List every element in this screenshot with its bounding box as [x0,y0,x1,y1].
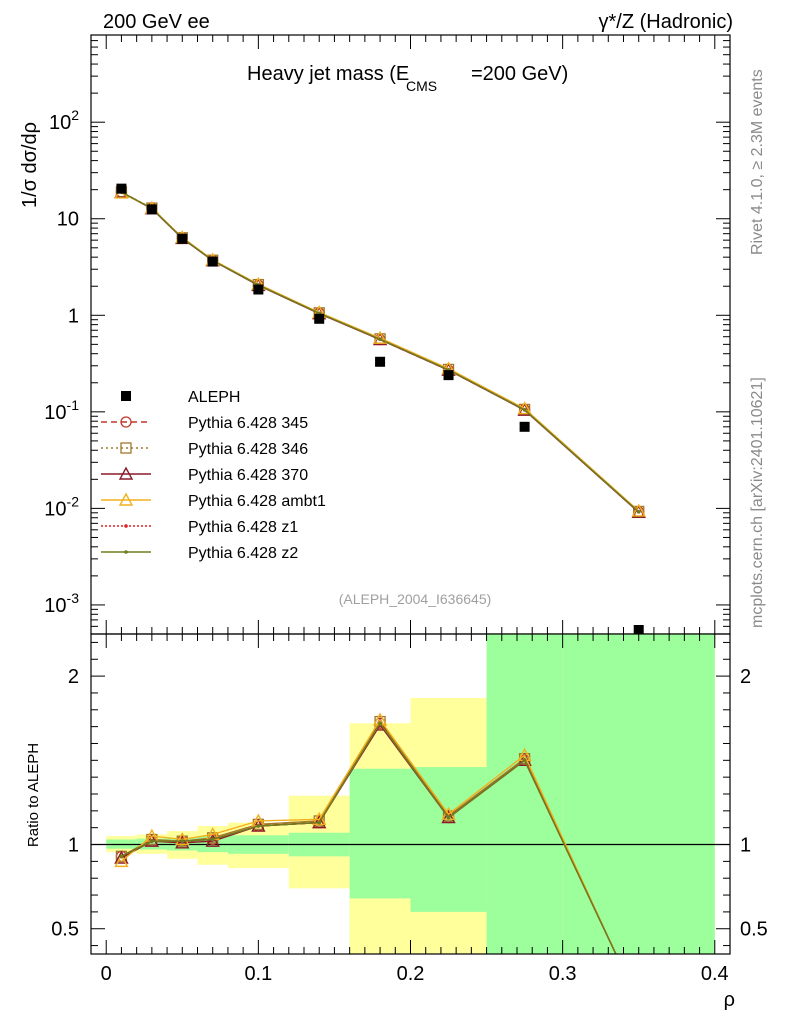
rivet-label: Rivet 4.1.0, ≥ 2.3M events [749,69,766,255]
ratio-line-ambt1 [120,718,617,955]
main-ytick-label: 102 [49,107,79,134]
legend: ALEPH Pythia 6.428 345 Pythia 6.428 346 Pyt… [101,389,326,562]
ratio-xtick-label: 0 [101,963,112,985]
ratio-xlabel: ρ [724,989,735,1011]
ratio-panel: 0.5 0.5 1 1 2 2 0 0.1 0.2 0.3 0.4 Ratio to ALEPH ρ [25,633,768,1011]
main-line-z2 [121,191,640,513]
band-stat [486,634,563,954]
main-marker-z2 [636,510,641,514]
main-ylabel: 1/σ dσ/dρ [19,122,41,208]
ratio-marker-p370 [205,833,220,847]
main-marker-p370 [517,402,532,416]
legend-label-z1: Pythia 6.428 z1 [188,519,298,536]
title-main: Heavy jet mass (E [247,63,409,85]
aleph-point [116,183,127,194]
legend-marker-z2 [124,550,128,554]
ratio-xtick-label: 0.4 [701,963,729,985]
main-ytick-label: 10 [57,209,79,231]
legend-marker-p370 [118,466,134,480]
ratio-line-z2 [121,722,617,955]
legend-label-z2: Pythia 6.428 z2 [188,545,298,562]
ratio-frame [90,633,731,955]
ratio-ytick-label-right: 2 [740,666,751,688]
aleph-point [177,233,188,244]
ratio-xtick-label: 0.2 [397,963,425,985]
band-syst-low [410,911,487,954]
ratio-marker-z2 [210,837,215,842]
legend-label-p370: Pythia 6.428 370 [188,467,308,484]
ratio-marker-p370 [114,850,129,864]
ratio-ytick-label-left: 0.5 [51,919,79,941]
legend-marker-ambt1 [118,492,134,506]
title-sub: CMS [406,78,437,94]
main-frame [90,34,731,635]
aleph-point [443,370,454,381]
legend-marker-p345 [120,416,132,428]
main-ytick-label: 10-1 [44,397,79,424]
aleph-point [253,284,264,295]
main-panel: Heavy jet mass (E CMS =200 GeV) 1/σ dσ/d… [19,34,731,636]
main-line-p345 [121,191,640,513]
ratio-marker-z2 [317,820,322,825]
main-line-p346 [121,191,640,512]
legend-marker-z1 [124,524,128,528]
ratio-marker-z2 [256,824,261,828]
ratio-marker-z2 [378,721,382,726]
main-line-ambt1 [121,192,640,512]
ratio-marker-z2 [446,815,451,820]
main-line-p370 [121,191,640,513]
legend-marker-aleph [121,391,131,401]
ratio-xtick-label: 0.1 [244,963,272,985]
legend-label-p346: Pythia 6.428 346 [188,441,308,458]
ratio-line-p346 [121,720,617,955]
band-syst-low [349,898,411,954]
plot-title: Heavy jet mass (E CMS =200 GeV) [247,63,568,94]
main-ytick-label: 1 [68,305,79,327]
aleph-point [519,421,530,432]
mcplots-label: mcplots.cern.ch [arXiv:2401.10621] [749,377,766,628]
ratio-ylabel: Ratio to ALEPH [25,743,42,847]
header-right: γ*/Z (Hadronic) [599,11,733,33]
ratio-ticks: 0.5 0.5 1 1 2 2 0 0.1 0.2 0.3 0.4 [51,634,768,985]
band-stat [562,634,715,954]
ratio-xtick-label: 0.3 [549,963,577,985]
main-marker-z2 [522,407,527,412]
ratio-series [114,712,617,955]
legend-marker-p346 [120,442,132,454]
main-marker-z2 [378,337,382,342]
title-rest: =200 GeV) [471,63,568,85]
legend-label-aleph: ALEPH [188,389,240,406]
legend-label-ambt1: Pythia 6.428 ambt1 [188,493,326,510]
watermark: (ALEPH_2004_I636645) [339,591,492,607]
ratio-marker-ambt1 [175,832,190,846]
ratio-marker-p370 [441,810,456,824]
ratio-ytick-label-left: 1 [68,835,79,857]
ratio-marker-ambt1 [114,853,129,868]
ratio-marker-z2 [150,839,154,843]
aleph-point [633,625,644,636]
header-left: 200 GeV ee [103,11,210,33]
legend-label-p345: Pythia 6.428 345 [188,415,308,432]
ratio-marker-z2 [119,854,124,859]
main-ytick-label: 10-3 [44,590,79,617]
ratio-marker-p346 [374,715,386,728]
ratio-ytick-label-right: 0.5 [740,919,768,941]
ratio-bands [91,634,730,954]
aleph-point [207,256,218,267]
main-ytick-label: 10-2 [44,493,79,520]
ratio-ytick-label-right: 1 [740,835,751,857]
main-ticks: 10-3 10-2 10-1 1 10 102 [44,34,730,635]
main-data-points [116,183,644,636]
aleph-point [375,356,386,367]
main-line-z1 [121,191,640,513]
main-marker-ambt1 [631,503,646,517]
ratio-marker-p370 [175,835,190,849]
aleph-point [146,204,157,215]
ratio-marker-z2 [180,839,185,843]
ratio-marker-z2 [522,758,527,763]
ratio-ytick-label-left: 2 [68,666,79,688]
aleph-point [314,313,325,324]
